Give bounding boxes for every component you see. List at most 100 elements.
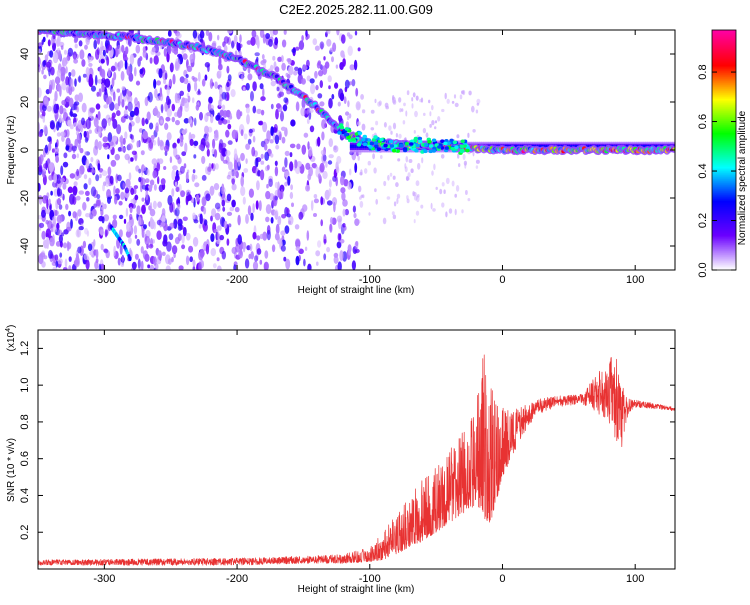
ridge-cell: [374, 144, 379, 148]
noise-cell: [149, 218, 155, 230]
colorbar-swatch: [712, 262, 736, 265]
ridge-cell: [427, 140, 432, 144]
ridge-cell: [399, 143, 404, 148]
colorbar-swatch: [712, 64, 736, 67]
noise-cell: [97, 140, 102, 151]
noise-cell: [89, 210, 95, 220]
band-cell: [545, 145, 548, 148]
noise-cell: [153, 78, 157, 89]
band-cell: [568, 145, 572, 148]
snr-panel: -300 -200 -100 0 100 0.2 0.4 0.6 0.8 1.0 1.2 Height…: [5, 325, 676, 595]
noise-cell: [415, 180, 420, 187]
noise-cell: [274, 166, 279, 177]
noise-cell: [414, 110, 418, 118]
noise-cell: [291, 202, 294, 208]
ridge-cell: [443, 141, 448, 146]
noise-cell: [281, 166, 286, 173]
noise-cell: [149, 179, 155, 186]
noise-cell: [204, 125, 209, 134]
noise-cell: [179, 90, 184, 97]
x-axis-label: Height of straight line (km): [298, 285, 415, 296]
noise-cell: [160, 119, 164, 124]
noise-cell: [309, 78, 315, 84]
noise-cell: [152, 200, 157, 210]
noise-cell: [412, 192, 417, 197]
snr-series-line: [38, 354, 675, 566]
noise-cell: [392, 175, 396, 180]
noise-cell: [237, 157, 241, 167]
noise-cell: [321, 131, 325, 141]
noise-cell: [275, 108, 279, 120]
noise-cell: [42, 115, 46, 123]
noise-cell: [179, 165, 185, 174]
noise-cell: [289, 143, 296, 149]
noise-cell: [163, 166, 167, 170]
noise-cell: [254, 52, 260, 57]
noise-cell: [171, 188, 175, 197]
noise-cell: [314, 45, 320, 51]
ridge-cell: [431, 138, 437, 143]
noise-cell: [124, 153, 130, 161]
colorbar-swatch: [712, 98, 736, 101]
noise-cell: [75, 229, 82, 238]
noise-cell: [332, 42, 337, 52]
x-tick-label: -300: [93, 274, 115, 286]
x-tick-label: 0: [499, 573, 505, 585]
noise-cell: [189, 53, 195, 64]
noise-cell: [186, 232, 191, 241]
noise-cell: [258, 200, 262, 212]
noise-cell: [59, 105, 64, 115]
noise-cell: [398, 97, 402, 103]
noise-cell: [44, 54, 49, 62]
noise-cell: [157, 158, 164, 165]
noise-cell: [364, 168, 368, 174]
noise-cell: [235, 244, 240, 253]
noise-cell: [96, 47, 100, 56]
noise-cell: [119, 60, 124, 69]
noise-cell: [226, 193, 232, 202]
noise-cell: [341, 34, 346, 44]
noise-cell: [329, 223, 332, 232]
noise-cell: [102, 136, 109, 143]
noise-cell: [43, 59, 47, 66]
noise-cell: [73, 54, 77, 61]
noise-cell: [317, 93, 323, 99]
noise-cell: [55, 241, 61, 247]
noise-cell: [41, 39, 44, 45]
noise-cell: [56, 132, 62, 137]
noise-cell: [136, 238, 141, 246]
noise-cell: [103, 104, 109, 109]
noise-cell: [250, 36, 256, 47]
noise-cell: [120, 262, 125, 267]
noise-cell: [432, 208, 436, 212]
noise-cell: [205, 135, 209, 146]
noise-cell: [38, 56, 41, 67]
noise-cell: [380, 155, 383, 159]
noise-cell: [156, 111, 161, 118]
noise-cell: [266, 164, 270, 171]
noise-cell: [100, 243, 104, 251]
noise-cell: [102, 49, 106, 57]
noise-cell: [271, 244, 276, 253]
noise-cell: [185, 74, 189, 78]
colorbar-swatch: [712, 76, 736, 79]
colorbar-swatch: [712, 218, 736, 221]
noise-cell: [149, 202, 153, 212]
noise-cell: [43, 124, 48, 135]
noise-cell: [475, 109, 479, 114]
noise-cell: [445, 177, 450, 185]
noise-cell: [392, 214, 397, 220]
noise-cell: [265, 33, 271, 39]
noise-cell: [179, 138, 184, 147]
noise-cell: [125, 105, 128, 111]
noise-cell: [144, 178, 150, 184]
noise-cell: [331, 93, 335, 100]
noise-cell: [276, 103, 281, 109]
noise-cell: [123, 218, 127, 224]
noise-cell: [305, 184, 311, 192]
noise-cell: [74, 78, 77, 87]
noise-cell: [402, 120, 406, 125]
noise-cell: [61, 81, 67, 91]
y-tick-label: 40: [19, 48, 31, 60]
